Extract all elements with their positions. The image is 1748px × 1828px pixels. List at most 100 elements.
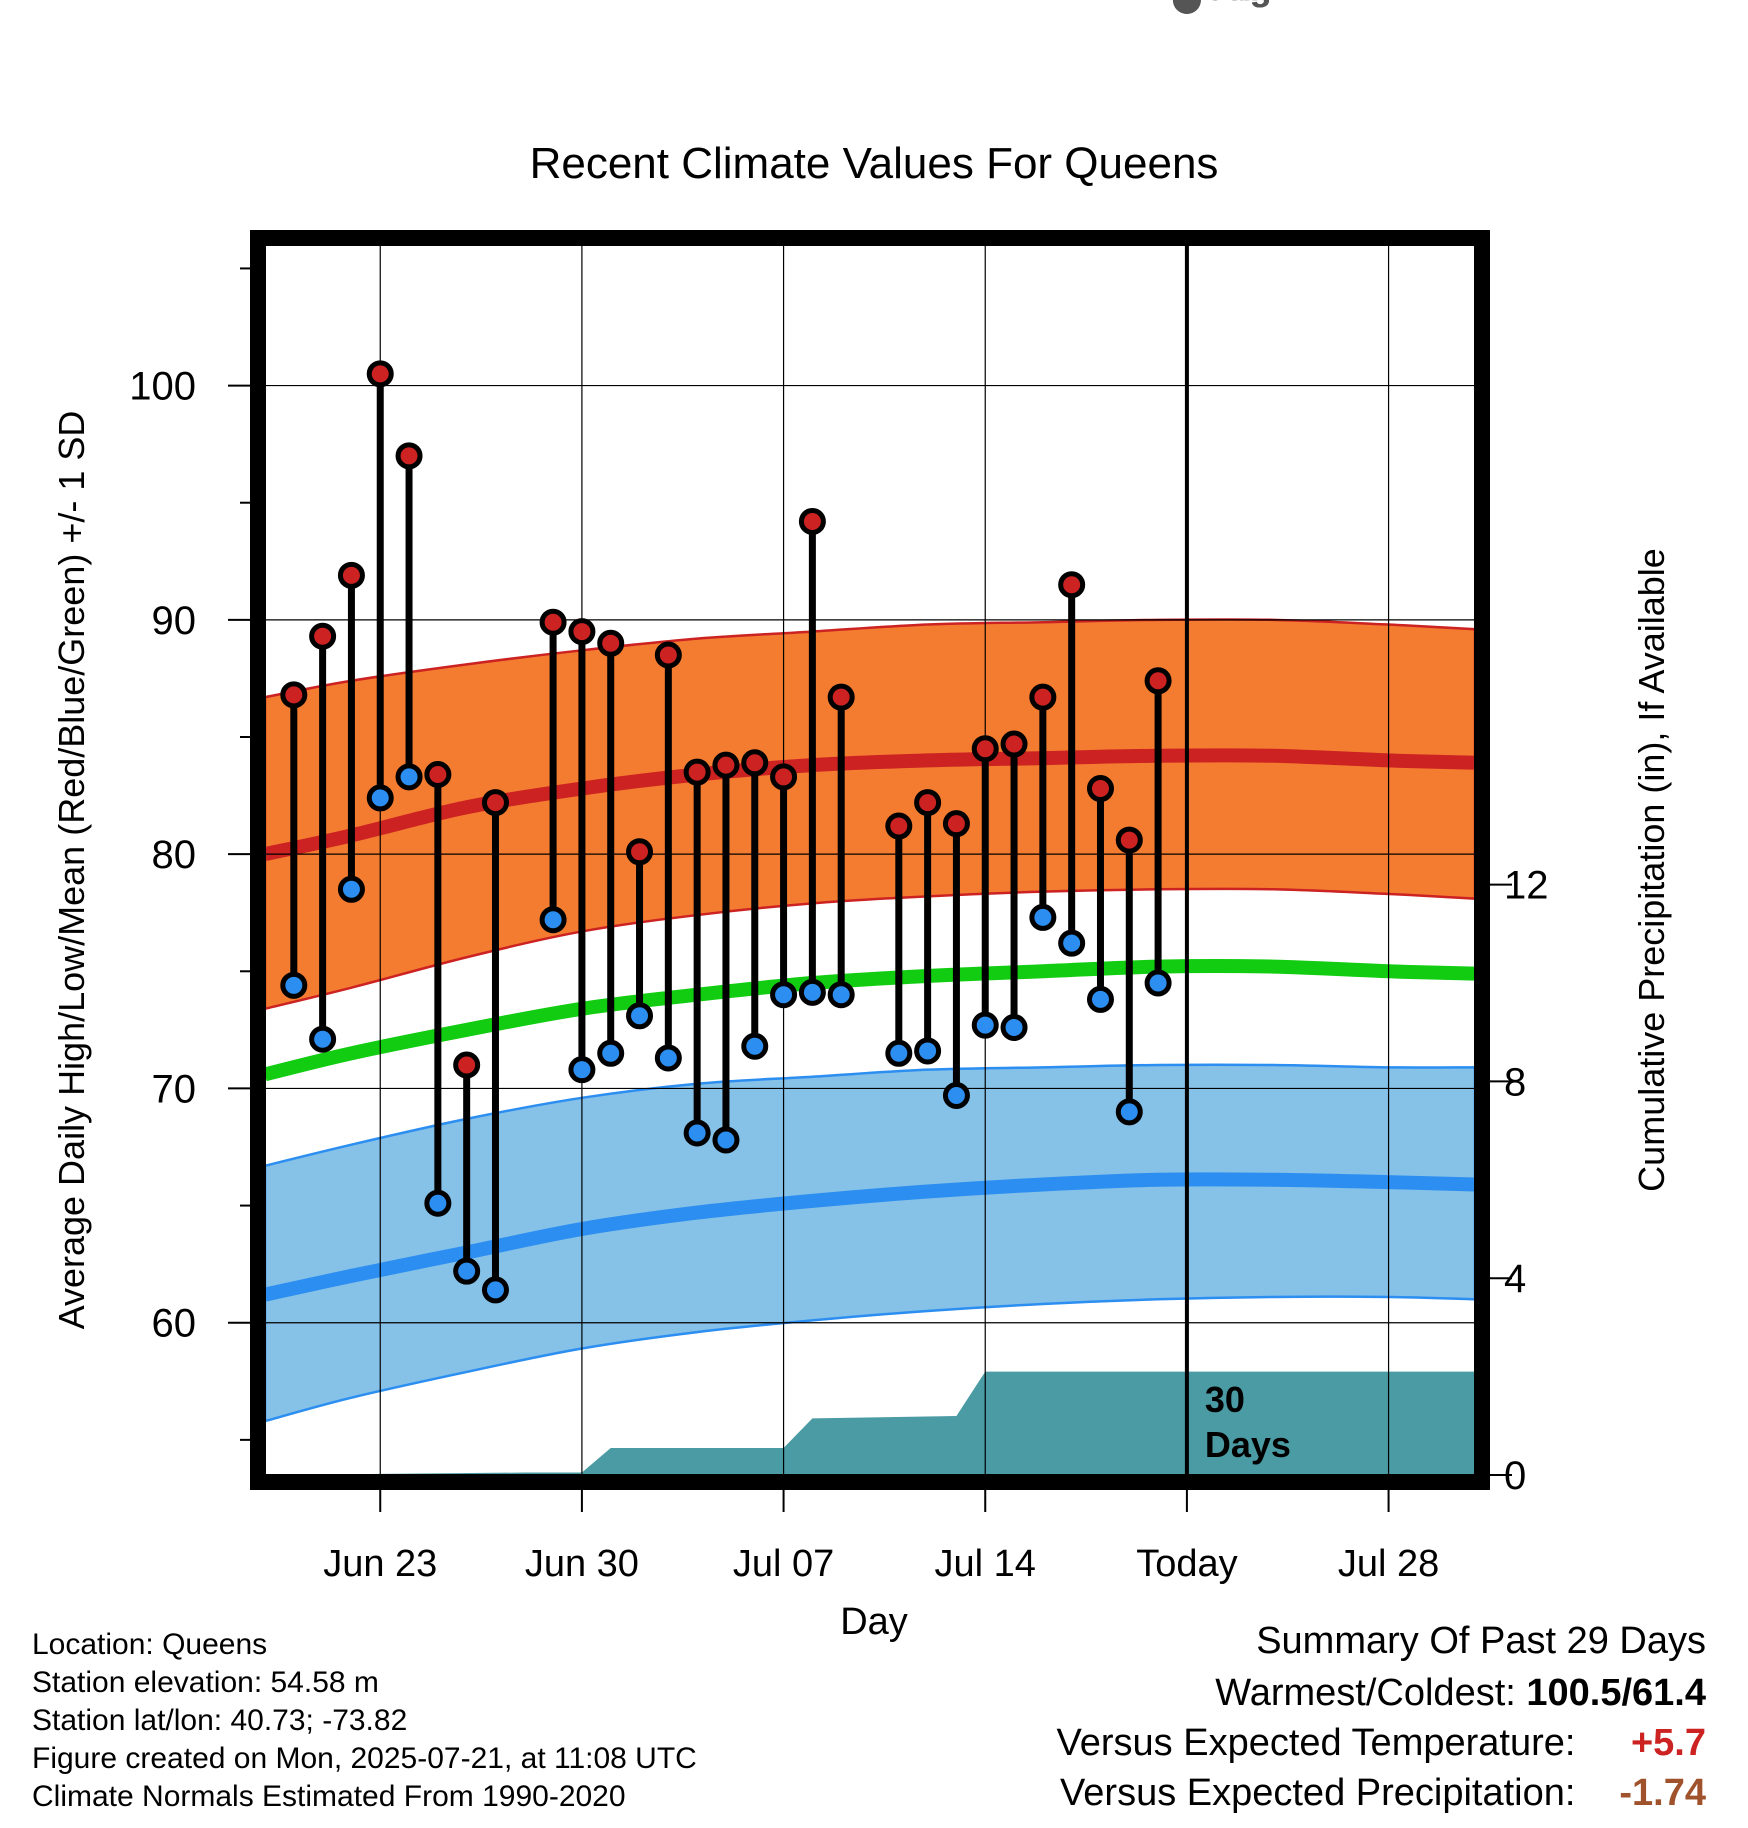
low-sd-value: ±5°F	[1213, 0, 1289, 8]
avg-low-line	[263, 1172, 1476, 1302]
daily-low-point	[1058, 929, 1086, 957]
daily-high-point	[971, 735, 999, 763]
y2-tick-label: 4	[1504, 1257, 1526, 1301]
y2-tick-label: 12	[1504, 864, 1549, 908]
precipitation-area	[265, 1371, 1475, 1475]
daily-low-point	[481, 1276, 509, 1304]
temperature-value: +5.7	[1630, 1722, 1706, 1764]
daily-high-point	[366, 360, 394, 388]
y-tick-label: 60	[152, 1302, 197, 1346]
location-text: Location: Queens	[32, 1628, 268, 1661]
daily-low-point	[424, 1189, 452, 1217]
x-tick-label: Jul 07	[733, 1543, 834, 1585]
daily-low-point	[654, 1044, 682, 1072]
daily-high-point	[1058, 571, 1086, 599]
daily-low-point	[798, 978, 826, 1006]
y2-tick-label: 8	[1504, 1060, 1526, 1104]
low-sd-label: 1 SD:	[1213, 0, 1305, 8]
daily-high-point	[1115, 826, 1143, 854]
daily-high-point	[539, 608, 567, 636]
precip-label-line1: 30	[1205, 1379, 1245, 1420]
daily-high-point	[453, 1051, 481, 1079]
daily-low-point	[453, 1257, 481, 1285]
daily-low-point	[683, 1119, 711, 1147]
daily-low-point	[1144, 969, 1172, 997]
chart-title: Recent Climate Values For Queens	[530, 139, 1219, 188]
daily-low-point	[942, 1081, 970, 1109]
latlon-text: Station lat/lon: 40.73; -73.82	[32, 1704, 408, 1737]
summary-warmest-coldest: Warmest/Coldest: 100.5/61.4	[1215, 1672, 1706, 1715]
daily-low-point	[885, 1039, 913, 1067]
daily-low-point	[741, 1032, 769, 1060]
daily-high-point	[914, 789, 942, 817]
daily-low-point	[770, 981, 798, 1009]
daily-high-point	[280, 681, 308, 709]
daily-low-point	[1029, 903, 1057, 931]
y2-tick-label: 0	[1504, 1454, 1526, 1498]
daily-high-point	[568, 618, 596, 646]
high-avg-value: 84.2°F	[1205, 0, 1311, 8]
x-tick-label: Today	[1136, 1543, 1237, 1585]
avg-high-line	[263, 748, 1476, 861]
daily-high-point	[424, 760, 452, 788]
daily-high-point	[942, 810, 970, 838]
today-avg-low-marker	[1172, 0, 1201, 14]
y-tick-label: 70	[152, 1067, 197, 1111]
daily-high-point	[626, 838, 654, 866]
summary-title: Summary Of Past 29 Days	[1256, 1620, 1706, 1662]
daily-high-point	[597, 629, 625, 657]
warmest-coldest-label: Warmest/Coldest:	[1215, 1672, 1516, 1714]
warmest-coldest-value: 100.5/61.4	[1526, 1672, 1706, 1714]
y-tick-label: 100	[129, 365, 196, 409]
daily-high-point	[827, 683, 855, 711]
daily-low-point	[366, 784, 394, 812]
daily-low-point	[827, 981, 855, 1009]
high-avg-label: Avg:	[1205, 0, 1284, 8]
daily-low-point	[1000, 1014, 1028, 1042]
daily-low-point	[914, 1037, 942, 1065]
daily-low-point	[971, 1011, 999, 1039]
station-info: Location: Queens Station elevation: 54.5…	[32, 1626, 697, 1816]
elevation-text: Station elevation: 54.58 m	[32, 1666, 379, 1699]
daily-high-point	[683, 758, 711, 786]
daily-low-point	[568, 1056, 596, 1084]
low-sd-band	[263, 1063, 1477, 1423]
y-tick-label: 80	[152, 833, 197, 877]
normals-text: Climate Normals Estimated From 1990-2020	[32, 1780, 626, 1813]
daily-high-point	[885, 812, 913, 840]
daily-high-point	[395, 442, 423, 470]
daily-high-point	[1144, 667, 1172, 695]
daily-low-point	[309, 1025, 337, 1053]
daily-low-point	[337, 875, 365, 903]
avg-mean-line	[263, 959, 1476, 1082]
daily-high-point	[337, 561, 365, 589]
x-tick-label: Jun 23	[323, 1543, 437, 1585]
daily-high-point	[1029, 683, 1057, 711]
daily-low-point	[395, 763, 423, 791]
x-tick-label: Jun 30	[525, 1543, 639, 1585]
summary-temperature: Versus Expected Temperature: +5.7	[1057, 1722, 1706, 1765]
plot-frame	[250, 230, 1490, 1490]
y-tick-label: 90	[152, 599, 197, 643]
daily-high-point	[770, 763, 798, 791]
daily-low-point	[712, 1126, 740, 1154]
daily-high-point	[798, 507, 826, 535]
daily-low-point	[597, 1039, 625, 1067]
daily-high-point	[481, 789, 509, 817]
daily-high-point	[1086, 775, 1114, 803]
summary-precipitation: Versus Expected Precipitation: -1.74	[1060, 1772, 1706, 1815]
daily-low-point	[1086, 985, 1114, 1013]
daily-low-point	[626, 1002, 654, 1030]
x-axis-label: Day	[840, 1601, 908, 1643]
daily-low-point	[1115, 1098, 1143, 1126]
daily-low-point	[280, 971, 308, 999]
temperature-label: Versus Expected Temperature:	[1056, 1722, 1576, 1764]
precipitation-value: -1.74	[1619, 1772, 1706, 1814]
y-axis-label: Average Daily High/Low/Mean (Red/Blue/Gr…	[51, 411, 92, 1330]
precipitation-label: Versus Expected Precipitation:	[1060, 1772, 1576, 1814]
low-avg-label: Avg:	[1205, 0, 1284, 8]
created-text: Figure created on Mon, 2025-07-21, at 11…	[32, 1742, 697, 1775]
daily-low-point	[539, 906, 567, 934]
daily-high-point	[1000, 730, 1028, 758]
